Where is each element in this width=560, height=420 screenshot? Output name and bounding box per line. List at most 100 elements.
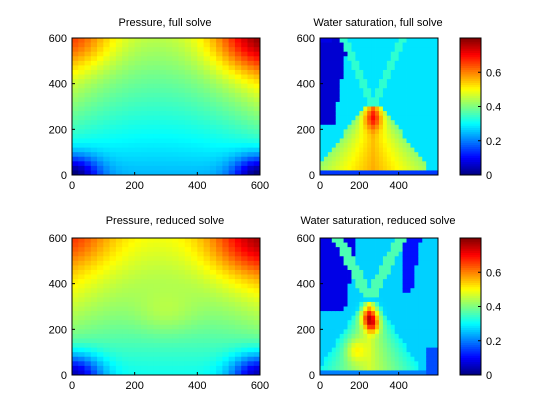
heatmap-cell <box>228 283 236 289</box>
heatmap-cell <box>184 170 192 176</box>
heatmap-cell <box>371 352 376 358</box>
heatmap-cell <box>191 101 198 107</box>
heatmap-cell <box>90 251 98 257</box>
heatmap-cell <box>122 288 129 294</box>
heatmap-cell <box>234 338 242 344</box>
heatmap-cell <box>209 51 217 57</box>
heatmap-cell <box>355 265 360 271</box>
heatmap-cell <box>359 143 364 148</box>
heatmap-cell <box>247 338 255 344</box>
heatmap-cell <box>406 265 411 271</box>
heatmap-cell <box>115 329 123 335</box>
heatmap-cell <box>209 301 217 307</box>
heatmap-cell <box>402 311 407 317</box>
heatmap-cell <box>418 265 423 271</box>
heatmap-cell <box>84 315 92 321</box>
heatmap-cell <box>394 260 400 266</box>
heatmap-cell <box>406 165 411 171</box>
heatmap-cell <box>323 238 329 243</box>
heatmap-cell <box>320 274 325 280</box>
heatmap-cell <box>347 320 352 326</box>
heatmap-cell <box>216 320 223 326</box>
heatmap-cell <box>234 269 242 275</box>
heatmap-cell <box>347 69 352 75</box>
heatmap-cell <box>363 51 368 57</box>
heatmap-cell <box>184 315 192 321</box>
heatmap-cell <box>410 343 415 348</box>
heatmap-cell <box>422 83 427 89</box>
heatmap-cell <box>109 138 117 144</box>
heatmap-cell <box>216 311 223 317</box>
heatmap-cell <box>367 152 372 158</box>
heatmap-cell <box>172 251 179 257</box>
heatmap-cell <box>390 333 396 339</box>
heatmap-cell <box>134 74 142 80</box>
heatmap-cell <box>172 74 179 80</box>
heatmap-cell <box>327 238 333 243</box>
heatmap-cell <box>355 247 360 253</box>
heatmap-cell <box>247 133 255 139</box>
heatmap-cell <box>203 106 211 112</box>
panel-title-saturation-reduced: Water saturation, reduced solve <box>301 215 456 227</box>
colorbar-cell <box>460 40 481 43</box>
heatmap-cell <box>394 347 400 353</box>
heatmap-cell <box>351 74 356 80</box>
heatmap-cell <box>115 324 123 330</box>
colorbar-cell <box>460 149 481 152</box>
heatmap-cell <box>359 238 364 243</box>
heatmap-cell <box>122 69 129 75</box>
heatmap-cell <box>147 129 154 135</box>
heatmap-cell <box>331 161 337 167</box>
heatmap-cell <box>166 269 173 275</box>
heatmap-cell <box>430 97 435 103</box>
heatmap-cell <box>97 124 104 130</box>
heatmap-cell <box>331 92 337 98</box>
heatmap-cell <box>347 370 352 376</box>
heatmap-cell <box>375 338 380 344</box>
heatmap-cell <box>390 124 396 130</box>
heatmap-cell <box>134 260 142 266</box>
heatmap-cell <box>335 65 341 71</box>
heatmap-cell <box>191 347 198 353</box>
heatmap-cell <box>347 269 352 275</box>
heatmap-cell <box>247 138 255 144</box>
y-tick-label: 0 <box>309 370 315 382</box>
heatmap-cell <box>371 274 376 280</box>
heatmap-cell <box>90 242 98 248</box>
heatmap-cell <box>430 143 435 148</box>
heatmap-cell <box>203 242 211 248</box>
heatmap-cell <box>339 129 344 135</box>
heatmap-cell <box>241 69 248 75</box>
heatmap-cell <box>72 265 79 271</box>
heatmap-cell <box>402 138 407 144</box>
heatmap-cell <box>335 352 341 358</box>
heatmap-cell <box>375 256 380 262</box>
heatmap-cell <box>375 274 380 280</box>
heatmap-cell <box>422 283 427 289</box>
heatmap-cell <box>178 251 186 257</box>
heatmap-cell <box>203 347 211 353</box>
heatmap-cell <box>147 143 154 148</box>
heatmap-cell <box>234 42 242 48</box>
heatmap-cell <box>398 138 403 144</box>
heatmap-cell <box>426 79 431 85</box>
heatmap-cell <box>178 124 186 130</box>
heatmap-cell <box>402 124 407 130</box>
heatmap-cell <box>184 133 192 139</box>
heatmap-cell <box>382 38 388 43</box>
heatmap-cell <box>410 238 415 243</box>
heatmap-cell <box>122 101 129 107</box>
heatmap-cell <box>222 129 230 135</box>
heatmap-cell <box>172 329 179 335</box>
heatmap-cell <box>191 315 198 321</box>
heatmap-cell <box>410 165 415 171</box>
heatmap-cell <box>241 124 248 130</box>
heatmap-cell <box>351 288 356 294</box>
heatmap-cell <box>390 65 396 71</box>
heatmap-cell <box>320 74 325 80</box>
heatmap-cell <box>153 251 161 257</box>
heatmap-cell <box>323 315 329 321</box>
heatmap-cell <box>159 97 167 103</box>
heatmap-cell <box>184 370 192 376</box>
heatmap-cell <box>72 260 79 266</box>
